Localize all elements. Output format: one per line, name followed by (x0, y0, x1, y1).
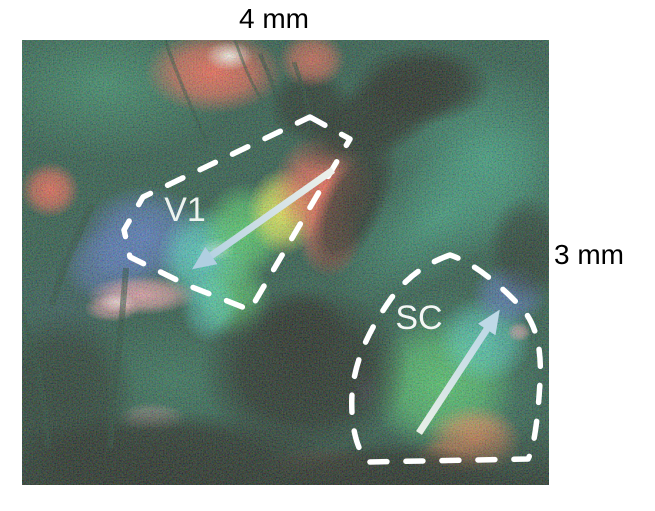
sc-region-label: SC (395, 299, 442, 337)
sc-outline (349, 252, 544, 465)
v1-outline (121, 114, 353, 313)
noise-overlay (22, 40, 549, 485)
tissue-texture (22, 40, 549, 485)
horizontal-scale-label: 4 mm (239, 3, 309, 34)
sc-arrow (416, 309, 500, 435)
brain-imaging-photo: V1 SC (22, 40, 549, 485)
v1-region-label: V1 (164, 191, 206, 229)
vertical-scale-label: 3 mm (554, 239, 624, 270)
v1-arrow (191, 167, 336, 270)
